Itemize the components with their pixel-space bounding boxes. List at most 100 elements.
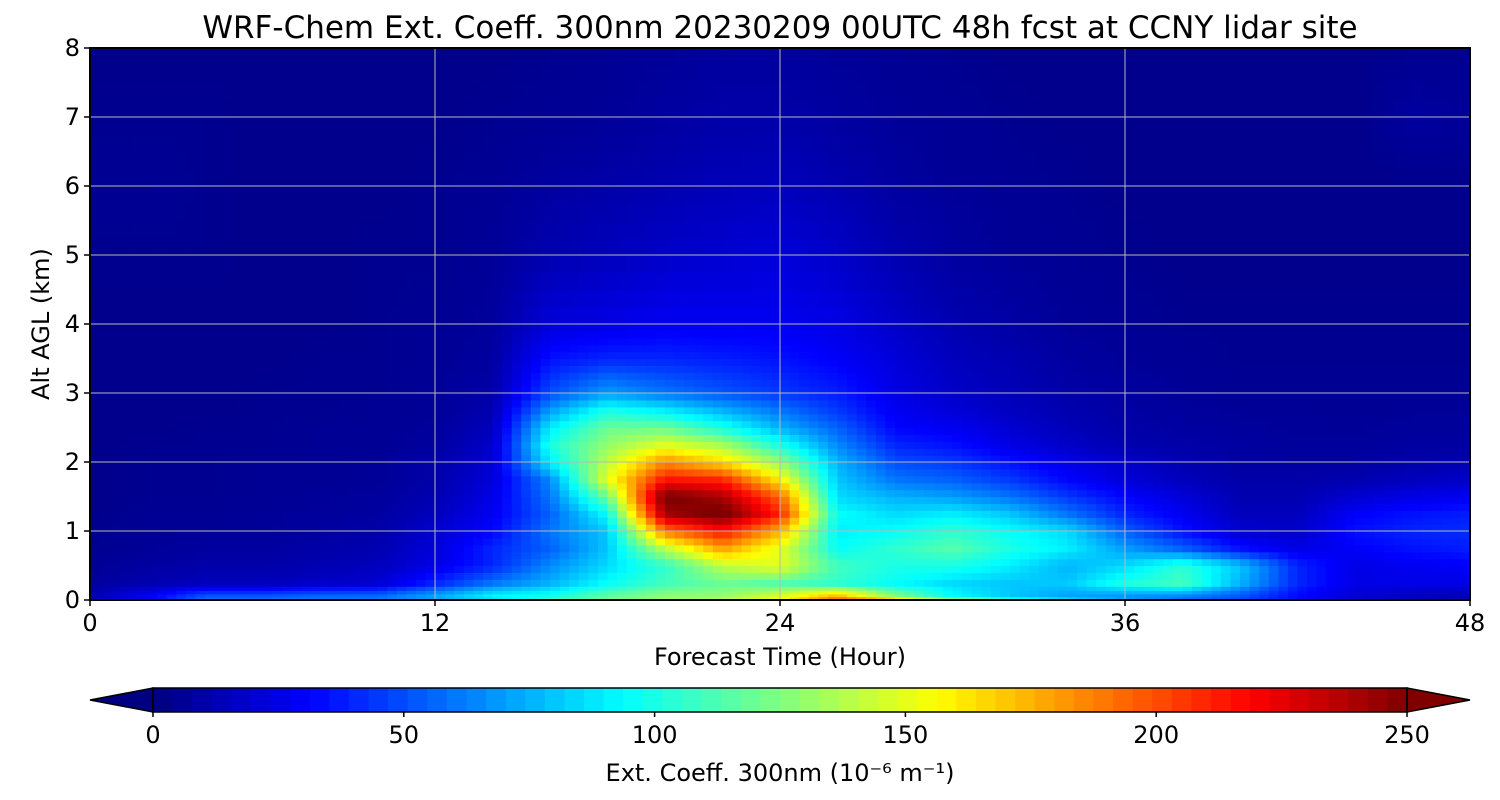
- heatmap-cell: [367, 510, 379, 518]
- heatmap-cell: [770, 544, 781, 553]
- heatmap-cell: [1393, 590, 1404, 595]
- heatmap-cell: [1441, 565, 1452, 573]
- heatmap-cell: [856, 448, 867, 456]
- heatmap-cell: [415, 482, 427, 491]
- heatmap-cell: [904, 462, 915, 470]
- heatmap-cell: [99, 475, 110, 484]
- heatmap-cell: [1412, 434, 1423, 442]
- heatmap-cell: [1393, 586, 1404, 591]
- heatmap-cell: [569, 517, 580, 525]
- heatmap-cell: [272, 413, 283, 422]
- heatmap-cell: [952, 406, 963, 415]
- heatmap-cell: [760, 537, 772, 546]
- heatmap-cell: [1105, 399, 1117, 408]
- heatmap-cell: [875, 434, 887, 442]
- heatmap-cell: [118, 593, 129, 598]
- heatmap-cell: [1297, 413, 1308, 422]
- heatmap-cell: [1105, 386, 1117, 394]
- heatmap-cell: [818, 551, 829, 560]
- heatmap-cell: [990, 427, 1002, 435]
- heatmap-cell: [588, 427, 599, 435]
- heatmap-cell: [588, 393, 599, 401]
- heatmap-cell: [99, 482, 110, 491]
- heatmap-cell: [693, 427, 704, 435]
- heatmap-cell: [1038, 510, 1049, 518]
- heatmap-cell: [569, 475, 580, 484]
- heatmap-cell: [367, 420, 379, 429]
- heatmap-cell: [387, 531, 398, 539]
- heatmap-cell: [895, 420, 906, 429]
- heatmap-cell: [1374, 503, 1385, 511]
- heatmap-cell: [1192, 565, 1203, 573]
- heatmap-cell: [1134, 596, 1145, 600]
- heatmap-cell: [367, 503, 379, 511]
- heatmap-cell: [262, 427, 273, 435]
- heatmap-cell: [665, 393, 676, 401]
- heatmap-cell: [607, 482, 618, 491]
- heatmap-cell: [712, 496, 724, 504]
- heatmap-cell: [1307, 441, 1318, 449]
- heatmap-cell: [1144, 427, 1155, 435]
- heatmap-cell: [1067, 441, 1078, 449]
- heatmap-cell: [310, 427, 321, 435]
- heatmap-cell: [281, 579, 292, 587]
- heatmap-cell: [329, 510, 340, 518]
- heatmap-cell: [674, 544, 685, 553]
- heatmap-cell: [1029, 393, 1040, 401]
- heatmap-cell: [224, 448, 235, 456]
- heatmap-cell: [1192, 503, 1203, 511]
- heatmap-cell: [185, 399, 197, 408]
- heatmap-cell: [770, 475, 781, 484]
- heatmap-cell: [281, 399, 292, 408]
- heatmap-cell: [243, 482, 254, 491]
- heatmap-cell: [109, 572, 120, 580]
- heatmap-cell: [990, 593, 1002, 598]
- heatmap-cell: [272, 558, 283, 567]
- heatmap-cell: [540, 393, 551, 401]
- heatmap-cell: [425, 593, 436, 598]
- heatmap-cell: [732, 586, 743, 591]
- heatmap-cell: [799, 482, 810, 491]
- heatmap-cell: [1278, 496, 1289, 504]
- heatmap-cell: [1240, 537, 1251, 546]
- heatmap-cell: [732, 524, 743, 532]
- heatmap-cell: [1201, 558, 1212, 567]
- heatmap-cell: [1316, 596, 1327, 600]
- heatmap-cell: [377, 475, 388, 484]
- heatmap-cell: [358, 510, 369, 518]
- heatmap-cell: [406, 551, 417, 560]
- heatmap-cell: [933, 524, 944, 532]
- heatmap-cell: [176, 441, 187, 449]
- heatmap-cell: [981, 475, 992, 484]
- heatmap-cell: [1182, 482, 1193, 491]
- heatmap-cell: [291, 455, 302, 463]
- heatmap-cell: [482, 565, 494, 573]
- heatmap-cell: [540, 593, 551, 598]
- heatmap-cell: [252, 406, 264, 415]
- heatmap-cell: [693, 565, 704, 573]
- heatmap-cell: [1364, 558, 1375, 567]
- heatmap-cell: [722, 427, 733, 435]
- heatmap-cell: [1038, 427, 1049, 435]
- heatmap-cell: [665, 596, 676, 600]
- heatmap-cell: [1144, 551, 1155, 560]
- heatmap-cell: [1326, 590, 1337, 595]
- heatmap-cell: [511, 399, 522, 408]
- heatmap-cell: [760, 420, 772, 429]
- heatmap-cell: [521, 593, 532, 598]
- heatmap-cell: [990, 468, 1002, 477]
- heatmap-cell: [1048, 572, 1059, 580]
- heatmap-cell: [147, 496, 158, 504]
- heatmap-cell: [1278, 386, 1289, 394]
- heatmap-cell: [233, 406, 244, 415]
- heatmap-cell: [1192, 427, 1203, 435]
- heatmap-cell: [99, 596, 110, 600]
- heatmap-cell: [1460, 586, 1471, 591]
- heatmap-cell: [454, 593, 465, 598]
- heatmap-cell: [1019, 462, 1030, 470]
- heatmap-cell: [1441, 586, 1452, 591]
- heatmap-cell: [1125, 448, 1136, 456]
- heatmap-cell: [1383, 572, 1394, 580]
- heatmap-cell: [300, 462, 312, 470]
- heatmap-cell: [1326, 510, 1337, 518]
